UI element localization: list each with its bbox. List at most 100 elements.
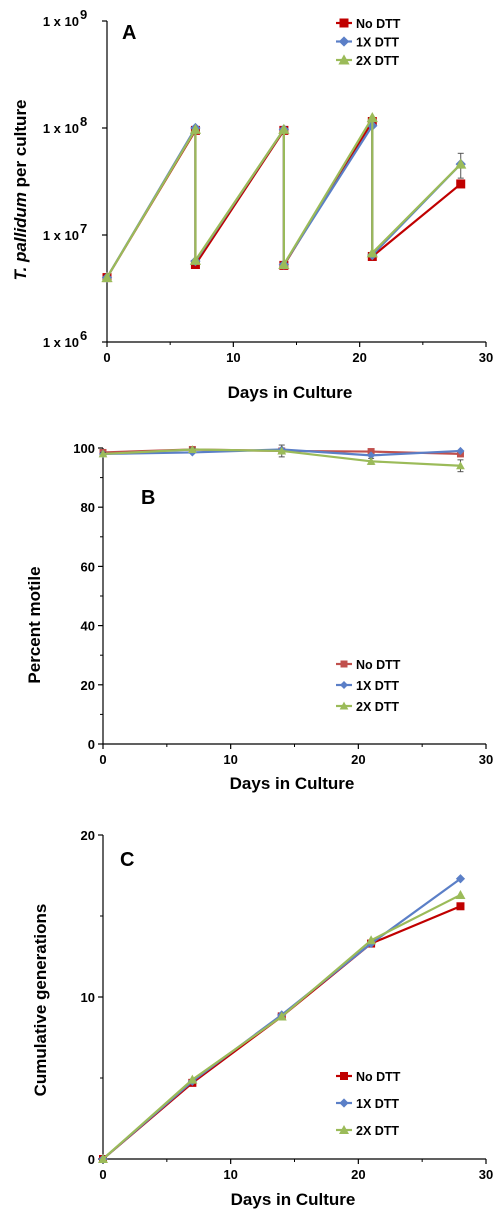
- legend-label: 2X DTT: [356, 54, 399, 68]
- data-point: [98, 1154, 108, 1163]
- panel-letter: A: [122, 22, 136, 44]
- data-point: [367, 451, 376, 460]
- legend-label: 2X DTT: [356, 700, 399, 714]
- y-tick-label: 20: [81, 678, 95, 693]
- y-tick-label: 1 x 10: [43, 228, 79, 243]
- data-point: [455, 158, 467, 169]
- data-point: [277, 446, 287, 455]
- data-point: [366, 247, 378, 258]
- plot-area: [101, 112, 467, 283]
- legend-swatch-marker: [339, 680, 349, 690]
- series-line: [102, 905, 461, 1160]
- x-tick-label: 20: [351, 752, 365, 767]
- legend-swatch-marker: [340, 1072, 348, 1080]
- y-tick-label: 1 x 10: [43, 121, 79, 136]
- legend-entry: 2X DTT: [336, 54, 399, 68]
- legend-entry: No DTT: [336, 1070, 401, 1084]
- data-point: [278, 258, 290, 270]
- x-axis-title: Days in Culture: [228, 383, 353, 402]
- data-point: [456, 446, 465, 455]
- legend: No DTT 1X DTT 2X DTT: [336, 1070, 401, 1138]
- x-axis-title: Days in Culture: [230, 774, 355, 793]
- legend-entry: 2X DTT: [336, 1124, 399, 1138]
- y-tick-label: 40: [81, 619, 95, 634]
- legend-entry: No DTT: [336, 17, 401, 31]
- data-point: [455, 874, 466, 884]
- y-tick-label: 1 x 10: [43, 335, 79, 350]
- x-tick-label: 0: [99, 1167, 106, 1182]
- legend-entry: No DTT: [336, 658, 401, 672]
- legend-swatch-marker: [340, 660, 348, 668]
- chart-panel-c: C Days in Culture Cumulative generations…: [31, 828, 493, 1209]
- data-point: [456, 902, 465, 911]
- y-axis-title: T. pallidum per culture: [11, 99, 30, 280]
- y-tick-exponent: 7: [80, 221, 87, 236]
- x-tick-label: 30: [479, 1167, 493, 1182]
- legend-swatch-marker: [339, 701, 349, 710]
- y-axis-title: Cumulative generations: [31, 904, 50, 1097]
- data-point: [366, 456, 376, 465]
- y-tick-label: 20: [81, 828, 95, 843]
- x-axis-title: Days in Culture: [231, 1190, 356, 1209]
- series-2x-dtt: [98, 444, 465, 473]
- y-tick-label: 10: [81, 990, 95, 1005]
- y-tick-exponent: 6: [80, 328, 87, 343]
- x-tick-label: 30: [479, 350, 493, 365]
- y-axis-title: Percent motile: [25, 566, 44, 683]
- x-tick-label: 10: [226, 350, 240, 365]
- legend: No DTT 1X DTT 2X DTT: [336, 658, 401, 714]
- legend-swatch-marker: [339, 1098, 349, 1108]
- axes: 0 10 20 30 0 10 20: [81, 828, 493, 1182]
- y-tick-label: 60: [81, 559, 95, 574]
- y-axis-title-rest: per culture: [11, 99, 30, 192]
- y-tick-label: 0: [88, 1152, 95, 1167]
- y-tick-exponent: 9: [80, 7, 87, 22]
- data-point: [278, 123, 290, 134]
- data-point: [98, 449, 108, 458]
- y-tick-label: 100: [73, 441, 95, 456]
- panel-letter: C: [120, 849, 134, 871]
- series-2x-dtt: [101, 112, 467, 283]
- data-point: [189, 254, 202, 265]
- legend: No DTT 1X DTT 2X DTT: [336, 17, 401, 68]
- data-point: [456, 179, 466, 189]
- plot-area: [98, 444, 465, 473]
- series-2x-dtt: [98, 889, 466, 1163]
- plot-area: [98, 874, 466, 1164]
- data-point: [101, 271, 113, 283]
- legend-swatch-marker: [338, 54, 350, 65]
- x-tick-label: 0: [99, 752, 106, 767]
- legend-label: No DTT: [356, 17, 401, 31]
- legend-entry: 2X DTT: [336, 700, 399, 714]
- y-tick-label: 80: [81, 500, 95, 515]
- legend-label: 1X DTT: [356, 36, 399, 50]
- legend-swatch-marker: [339, 1125, 349, 1134]
- data-point: [456, 461, 465, 470]
- y-tick-exponent: 8: [80, 114, 87, 129]
- x-tick-label: 20: [351, 1167, 365, 1182]
- series-line: [106, 116, 462, 279]
- chart-panel-b: B Days in Culture Percent motile 0 10 20 30…: [25, 441, 493, 793]
- legend-label: 2X DTT: [356, 1124, 399, 1138]
- x-tick-label: 10: [223, 1167, 237, 1182]
- data-point: [276, 1011, 287, 1021]
- series-no-dtt: [99, 902, 465, 1163]
- legend-entry: 1X DTT: [336, 679, 399, 693]
- legend-entry: 1X DTT: [336, 1097, 399, 1111]
- legend-swatch-marker: [339, 18, 349, 28]
- legend-label: No DTT: [356, 1070, 401, 1084]
- legend-label: 1X DTT: [356, 679, 399, 693]
- y-tick-label: 1 x 10: [43, 14, 79, 29]
- chart-panel-a: A Days in Culture T. pallidum per cultur…: [11, 7, 493, 402]
- axes: 0 10 20 30 0 20 40 60 80 100: [73, 441, 493, 767]
- x-tick-label: 10: [223, 752, 237, 767]
- data-point: [455, 889, 466, 899]
- data-point: [366, 112, 378, 123]
- legend-swatch-marker: [338, 36, 350, 47]
- y-axis-title-italic: T. pallidum: [11, 192, 30, 280]
- x-tick-label: 30: [479, 752, 493, 767]
- y-tick-label: 0: [88, 737, 95, 752]
- series-line: [102, 893, 461, 1160]
- data-point: [187, 445, 197, 453]
- legend-entry: 1X DTT: [336, 36, 399, 50]
